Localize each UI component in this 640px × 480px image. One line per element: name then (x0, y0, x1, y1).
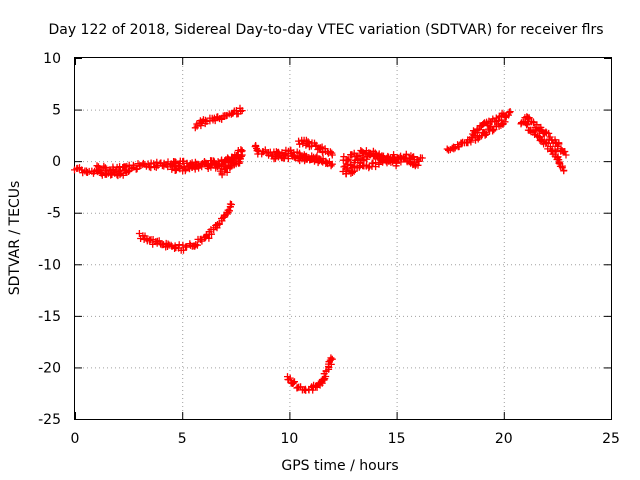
y-tick-label: -20 (38, 360, 61, 376)
marker-path (168, 146, 246, 175)
series-arc-6 (217, 151, 246, 179)
y-tick-label: 10 (43, 51, 61, 67)
series-arc-10 (284, 354, 336, 394)
chart-title: Day 122 of 2018, Sidereal Day-to-day VTE… (48, 22, 603, 38)
y-tick-label: 5 (52, 103, 61, 119)
y-tick-label: 0 (52, 154, 61, 170)
data-points (71, 104, 570, 394)
x-tick-label: 0 (71, 431, 80, 447)
x-tick-label: 5 (178, 431, 187, 447)
y-tick-label: -15 (38, 309, 61, 325)
marker-path (443, 108, 514, 154)
marker-path (135, 200, 235, 254)
x-tick-label: 10 (280, 431, 298, 447)
series-arc-5 (191, 104, 246, 132)
y-axis-label: SDTVAR / TECUs (7, 181, 23, 296)
series-arc-4 (135, 200, 235, 254)
marker-path (517, 118, 568, 175)
series-arc-14 (443, 108, 514, 154)
y-tick-label: -25 (38, 412, 61, 428)
y-tick-label: -5 (47, 206, 61, 222)
marker-path (269, 146, 336, 170)
series-arc-16 (517, 118, 568, 175)
series-arc-15 (469, 109, 508, 138)
marker-path (284, 354, 336, 394)
marker-path (295, 136, 336, 159)
marker-path (469, 109, 508, 138)
plot-frame (74, 57, 612, 420)
marker-path (521, 113, 570, 159)
x-tick-label: 25 (602, 431, 620, 447)
x-tick-label: 15 (388, 431, 406, 447)
marker-path (191, 104, 246, 132)
marker-path (217, 151, 246, 179)
x-tick-label: 20 (495, 431, 513, 447)
series-arc-17 (521, 113, 570, 159)
ticks (75, 58, 612, 420)
series-arc-13 (342, 156, 401, 178)
series-arc-8 (269, 146, 336, 170)
series-arc-9 (295, 136, 336, 159)
x-axis-label: GPS time / hours (281, 458, 398, 474)
tick-labels: 0 5 10 15 20 25 10 5 0 -5 -10 -15 -20 -25 (38, 51, 620, 447)
series-arc-3 (168, 146, 246, 175)
y-tick-label: -10 (38, 257, 61, 273)
marker-path (342, 156, 401, 178)
